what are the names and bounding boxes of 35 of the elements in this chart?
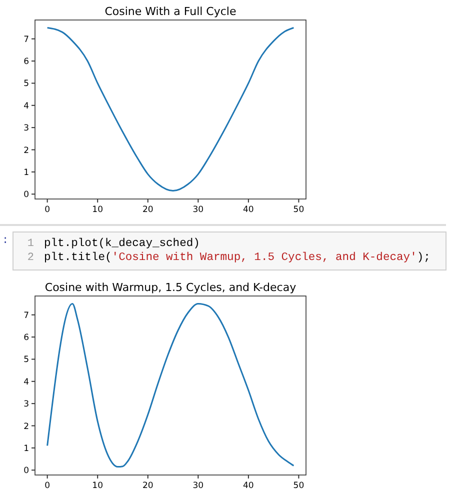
y-tick-label: 1 — [24, 168, 29, 178]
x-tick-label: 50 — [293, 481, 304, 491]
y-tick-label: 5 — [24, 79, 29, 90]
y-tick-label: 6 — [24, 57, 29, 68]
x-tick-label: 20 — [142, 205, 154, 215]
y-tick-label: 3 — [24, 400, 29, 410]
x-tick-label: 50 — [293, 205, 304, 215]
text: : — [2, 235, 9, 247]
x-tick-label: 40 — [243, 481, 254, 491]
y-tick-label: 2 — [24, 422, 29, 432]
line-series — [46, 303, 294, 468]
chart-title: Cosine with Warmup, 1.5 Cycles, and K-decay — [44, 281, 297, 294]
x-tick-label: 30 — [192, 205, 204, 215]
y-tick-label: 4 — [24, 101, 29, 112]
line-series — [46, 27, 294, 192]
y-tick-label: 1 — [24, 444, 29, 454]
text: plt.plot(k_decay_sched) — [44, 237, 200, 250]
x-tick-label: 20 — [142, 481, 154, 491]
x-tick-label: 0 — [44, 481, 50, 491]
chart-title: Cosine With a Full Cycle — [104, 5, 236, 18]
text: plt.title('Cosine with Warmup, 1.5 Cycles, and K-decay'); — [44, 251, 430, 264]
x-tick-label: 0 — [44, 205, 50, 215]
x-tick-label: 40 — [243, 205, 254, 215]
y-tick-label: 2 — [24, 146, 29, 156]
y-tick-label: 7 — [24, 34, 29, 45]
x-tick-label: 10 — [92, 205, 104, 215]
x-tick-label: 10 — [92, 481, 104, 491]
y-tick-label: 6 — [24, 333, 29, 344]
y-tick-label: 7 — [24, 310, 29, 321]
y-tick-label: 0 — [24, 466, 29, 476]
y-tick-label: 4 — [24, 377, 29, 388]
x-tick-label: 30 — [192, 481, 204, 491]
y-tick-label: 3 — [24, 124, 29, 134]
y-tick-label: 5 — [24, 355, 29, 366]
y-tick-label: 0 — [24, 190, 29, 200]
